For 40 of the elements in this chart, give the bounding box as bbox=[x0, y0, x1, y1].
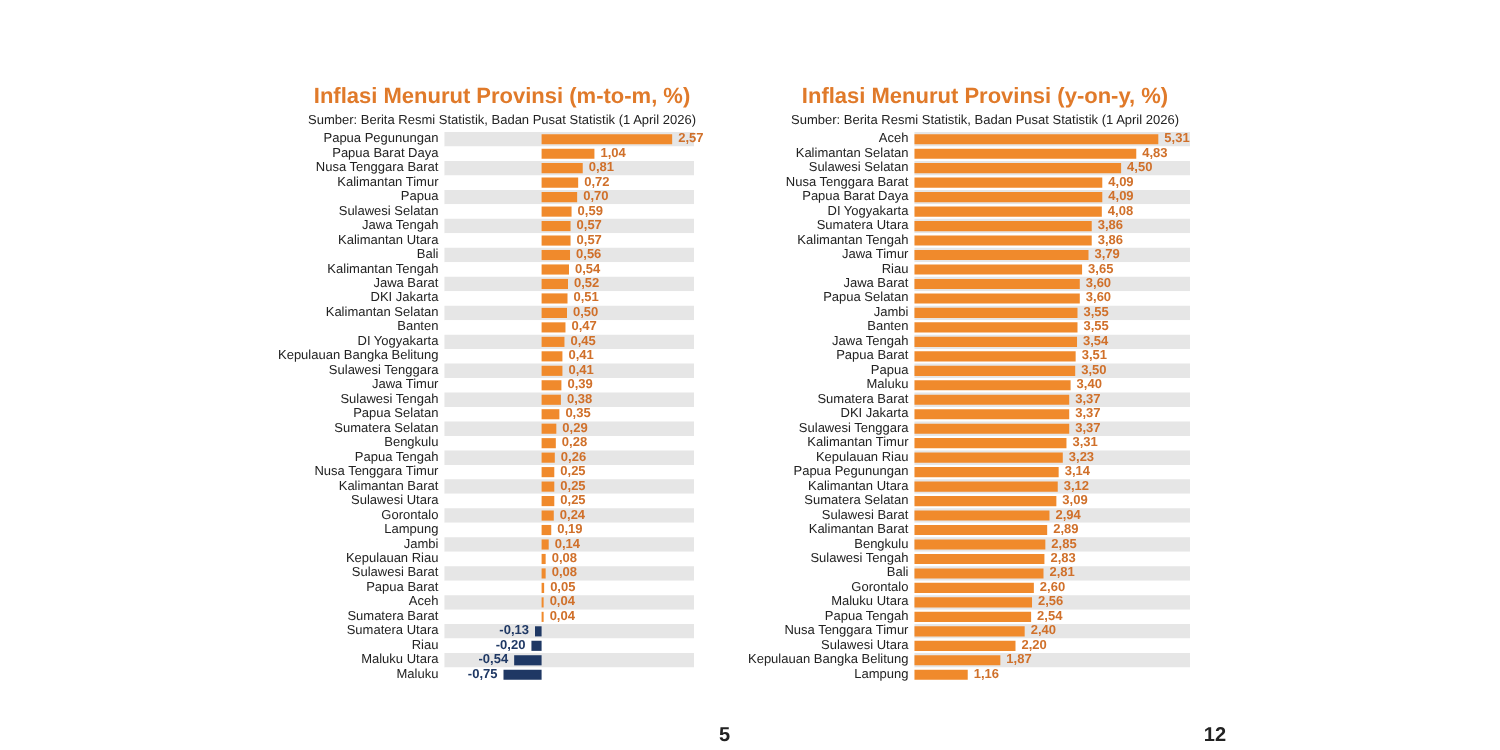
bar bbox=[541, 481, 555, 492]
bar bbox=[531, 640, 542, 651]
bar bbox=[541, 467, 555, 478]
text: 5 bbox=[718, 725, 731, 747]
bar bbox=[541, 148, 595, 159]
bar bbox=[914, 655, 1001, 666]
bar bbox=[541, 423, 557, 434]
bar bbox=[541, 351, 563, 362]
bar bbox=[541, 380, 562, 391]
bar bbox=[541, 134, 673, 145]
bar bbox=[541, 452, 555, 463]
bar bbox=[534, 626, 542, 637]
bar bbox=[541, 293, 568, 304]
bar bbox=[541, 438, 556, 449]
bar bbox=[541, 336, 565, 347]
bar bbox=[514, 655, 542, 666]
bar bbox=[541, 177, 579, 188]
bar bbox=[541, 235, 571, 246]
bar bbox=[541, 409, 560, 420]
bar bbox=[541, 264, 570, 275]
bar bbox=[914, 163, 1122, 174]
bar bbox=[541, 206, 572, 217]
bar bbox=[541, 278, 569, 290]
chart-title: Inflasi Menurut Provinsi (m-to-m, %) bbox=[313, 85, 691, 109]
chart-title: Inflasi Menurut Provinsi (y-on-y, %) bbox=[801, 85, 1169, 109]
bar bbox=[541, 192, 578, 203]
bar bbox=[541, 524, 552, 536]
bar bbox=[541, 510, 554, 521]
bar bbox=[914, 669, 968, 680]
bar bbox=[541, 307, 567, 318]
bar bbox=[541, 394, 561, 405]
bar bbox=[541, 221, 571, 232]
bar bbox=[541, 322, 566, 333]
bar bbox=[541, 496, 555, 507]
bar bbox=[541, 163, 583, 174]
text: 12 bbox=[1203, 725, 1227, 747]
bar bbox=[541, 365, 563, 376]
bar bbox=[503, 669, 542, 680]
bar bbox=[541, 249, 571, 261]
bar bbox=[541, 539, 549, 550]
